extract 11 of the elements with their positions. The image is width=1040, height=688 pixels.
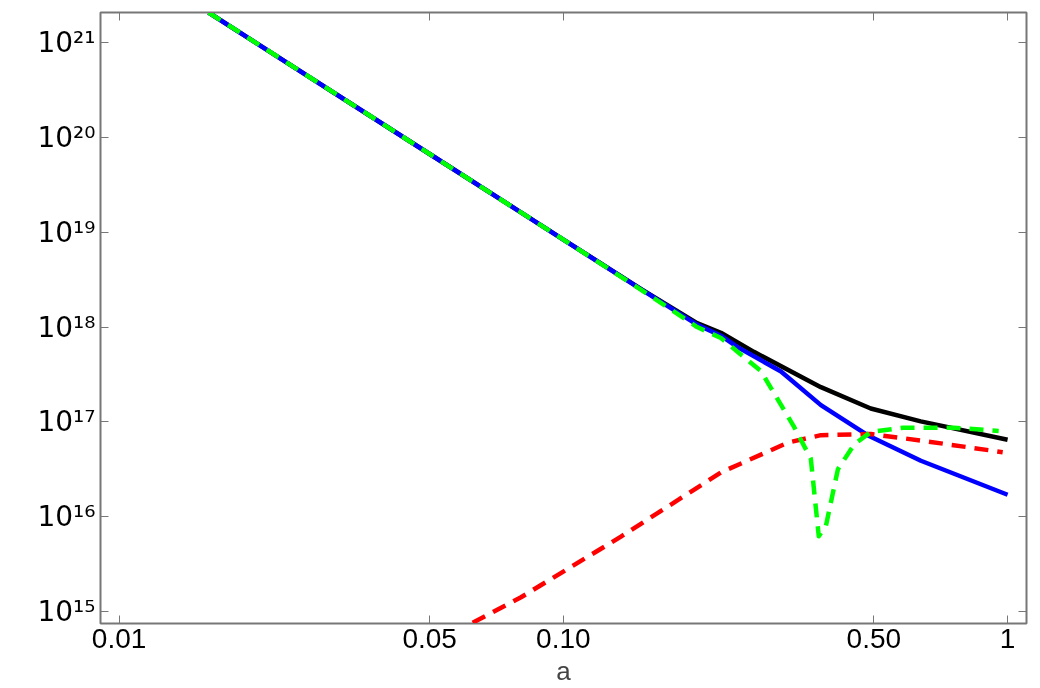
x-tick-label: 1 — [999, 622, 1016, 654]
x-tick-label: 0.50 — [846, 622, 902, 654]
y-tick-label: 10¹⁷ — [37, 405, 96, 439]
y-tick-label: 10²¹ — [37, 26, 96, 60]
y-tick-label: 10²⁰ — [37, 120, 96, 154]
x-tick-label: 0.10 — [536, 622, 591, 654]
y-tick-label: 10¹⁸ — [37, 310, 96, 344]
x-tick-label: 0.05 — [402, 622, 457, 654]
y-tick-label: 10¹⁶ — [37, 500, 96, 534]
x-axis-title: a — [556, 655, 572, 686]
y-tick-label: 10¹⁹ — [37, 215, 96, 249]
